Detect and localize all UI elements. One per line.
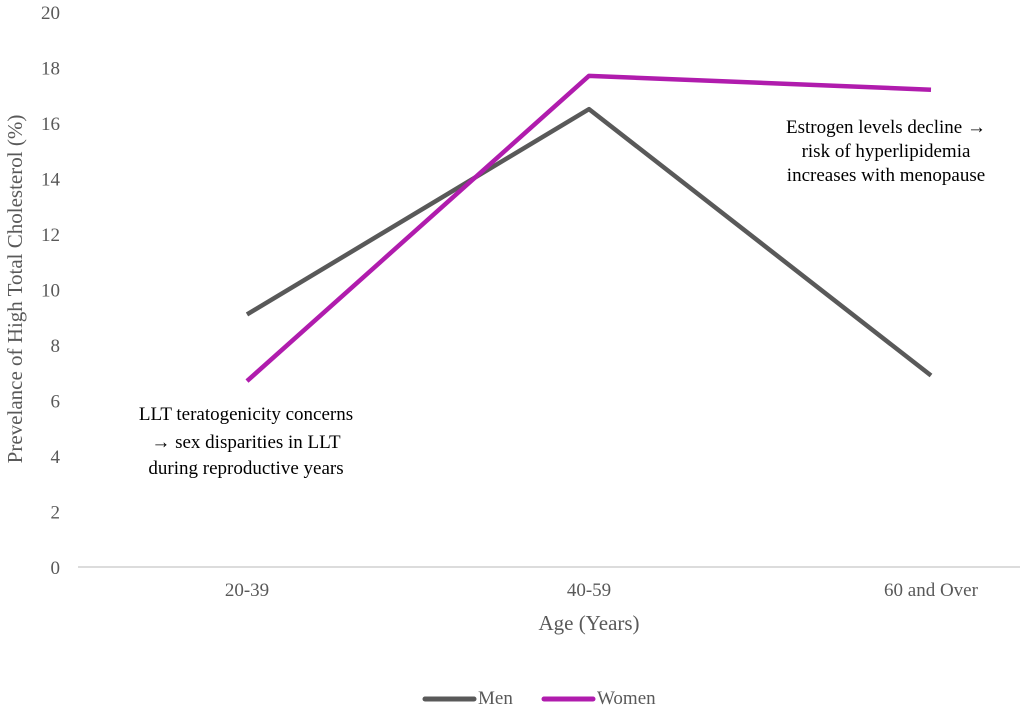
x-tick-label: 20-39 [225,580,269,601]
y-axis-label: Prevelance of High Total Cholesterol (%) [3,115,27,464]
annotation-left: LLT teratogenicity concerns → sex dispar… [139,404,353,479]
y-tick-label: 16 [41,114,60,135]
legend: Men Women [422,688,656,709]
annotation-line: during reproductive years [148,458,343,479]
annotation-line: risk of hyperlipidemia [802,141,971,162]
annotation-line: Estrogen levels decline → [786,117,986,138]
series-lines [245,73,933,383]
y-tick-label: 2 [51,503,61,524]
legend-label-women: Women [597,688,656,709]
y-tick-label: 4 [51,447,61,468]
y-tick-label: 10 [41,281,60,302]
x-axis-label: Age (Years) [538,611,639,635]
annotation-right: Estrogen levels decline → risk of hyperl… [786,117,986,186]
y-tick-label: 8 [51,336,61,357]
annotation-line: LLT teratogenicity concerns [139,404,353,425]
x-tick-label: 40-59 [567,580,611,601]
y-axis-ticks: 0 2 4 6 8 10 12 14 16 18 20 [41,3,61,579]
y-tick-label: 20 [41,3,60,24]
annotation-line: → sex disparities in LLT [151,432,341,453]
annotation-line: increases with menopause [787,165,985,186]
x-tick-label: 60 and Over [884,580,979,601]
y-tick-label: 14 [41,170,61,191]
x-axis-ticks: 20-39 40-59 60 and Over [225,580,979,601]
y-tick-label: 18 [41,59,60,80]
legend-label-men: Men [478,688,513,709]
y-tick-label: 12 [41,225,60,246]
y-tick-label: 0 [51,558,61,579]
y-tick-label: 6 [51,392,61,413]
